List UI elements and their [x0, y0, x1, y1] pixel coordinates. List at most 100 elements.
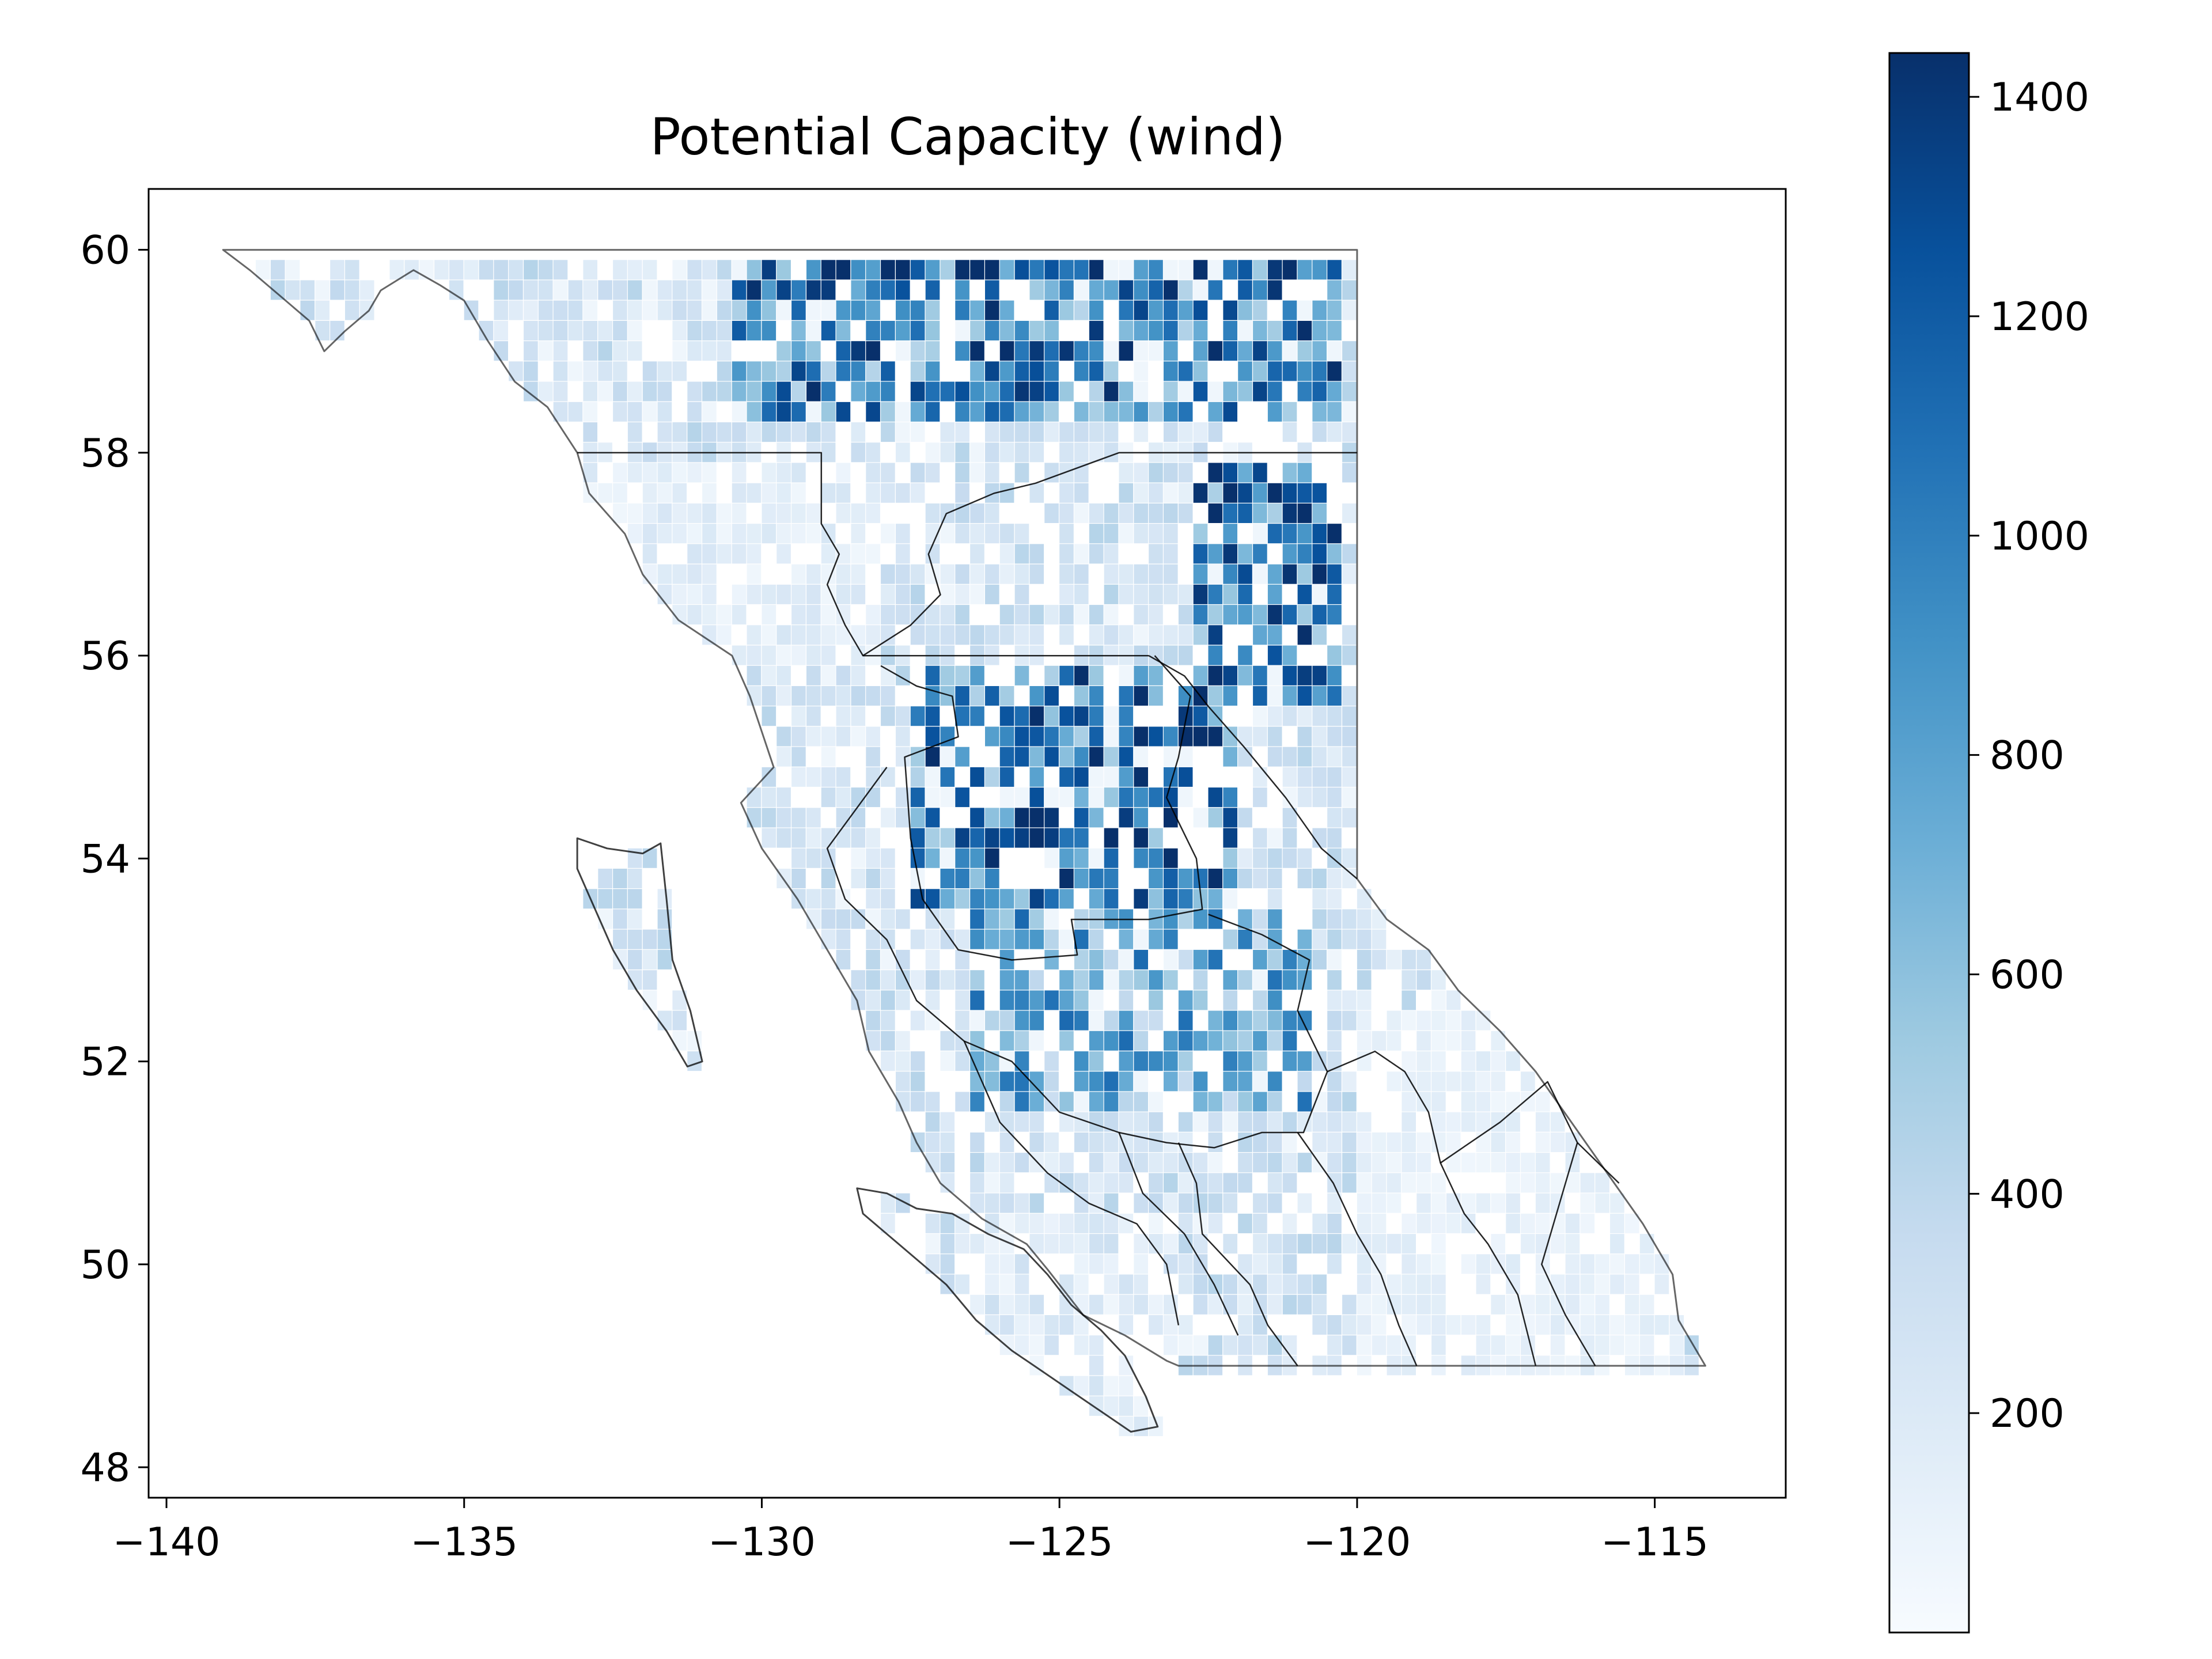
grid-cell [1253, 300, 1267, 320]
grid-cell [1342, 1153, 1357, 1173]
grid-cell [1506, 1173, 1520, 1193]
grid-cell [1119, 280, 1134, 300]
grid-cell [1193, 909, 1208, 929]
grid-cell [985, 300, 999, 320]
grid-cell [642, 564, 657, 584]
grid-cell [866, 869, 880, 888]
grid-cell [1461, 1051, 1476, 1071]
grid-cell [806, 402, 821, 422]
grid-cell [940, 1132, 955, 1152]
grid-cell [747, 280, 762, 300]
grid-cell [642, 280, 657, 300]
grid-cell [1402, 949, 1416, 969]
grid-cell [1089, 787, 1104, 808]
grid-cell [985, 1254, 999, 1274]
grid-cell [1014, 1071, 1029, 1092]
grid-cell [404, 260, 419, 280]
grid-cell [851, 544, 866, 564]
grid-cell [1223, 260, 1237, 280]
grid-cell [881, 970, 895, 990]
grid-cell [1491, 1092, 1505, 1112]
grid-cell [1327, 1315, 1342, 1335]
grid-cell [1059, 300, 1074, 320]
grid-cell [777, 422, 791, 442]
grid-cell [925, 544, 940, 564]
grid-cell [1282, 747, 1297, 767]
grid-cell [627, 869, 642, 888]
grid-cell [999, 361, 1014, 381]
grid-cell [1267, 1335, 1282, 1355]
grid-cell [330, 260, 344, 280]
grid-cell [910, 970, 925, 990]
grid-cell [702, 321, 717, 340]
grid-cell [970, 524, 984, 544]
grid-cell [1312, 524, 1327, 544]
grid-cell [1119, 1315, 1134, 1335]
grid-cell [1476, 1254, 1491, 1274]
grid-cell [1119, 665, 1134, 685]
grid-cell [1119, 1376, 1134, 1396]
grid-cell [985, 828, 999, 848]
colorbar-tick-label: 400 [1990, 1172, 2065, 1217]
grid-cell [1431, 1112, 1446, 1132]
grid-cell [940, 524, 955, 544]
grid-cell [1327, 300, 1342, 320]
grid-cell [866, 321, 880, 340]
grid-cell [1208, 1193, 1223, 1213]
grid-cell [970, 625, 984, 645]
grid-cell [1089, 1112, 1104, 1132]
grid-cell [1059, 483, 1074, 503]
grid-cell [702, 483, 717, 503]
grid-cell [999, 706, 1014, 726]
grid-cell [1223, 463, 1237, 483]
grid-cell [1372, 929, 1387, 949]
grid-cell [806, 260, 821, 280]
grid-cell [717, 260, 732, 280]
chart-title: Potential Capacity (wind) [650, 107, 1286, 166]
grid-cell [1059, 929, 1074, 949]
grid-cell [1149, 990, 1163, 1010]
grid-cell [1164, 808, 1178, 828]
grid-cell [509, 260, 523, 280]
grid-cell [1327, 1173, 1342, 1193]
grid-cell [1491, 1294, 1505, 1315]
grid-cell [910, 1092, 925, 1112]
grid-cell [1029, 1335, 1044, 1355]
district-boundary [577, 452, 1149, 657]
grid-cell [1461, 1112, 1476, 1132]
grid-cell [806, 808, 821, 828]
grid-cell [1119, 787, 1134, 808]
grid-cell [925, 787, 940, 808]
grid-cell [985, 361, 999, 381]
grid-cell [955, 422, 969, 442]
grid-cell [1059, 524, 1074, 544]
grid-cell [1521, 1213, 1535, 1233]
grid-cell [1253, 1071, 1267, 1092]
grid-cell [1431, 1071, 1446, 1092]
grid-cell [1193, 990, 1208, 1010]
grid-cell [999, 442, 1014, 463]
grid-cell [940, 848, 955, 868]
grid-cell [1267, 848, 1282, 868]
grid-cell [1104, 869, 1119, 888]
grid-cell [1178, 1254, 1193, 1274]
grid-cell [1178, 1051, 1193, 1071]
grid-cell [1267, 686, 1282, 706]
grid-cell [1149, 929, 1163, 949]
grid-cell [1372, 1234, 1387, 1254]
grid-cell [1461, 1153, 1476, 1173]
grid-cell [1357, 909, 1372, 929]
grid-cell [1669, 1335, 1684, 1355]
grid-cell [1178, 584, 1193, 604]
grid-cell [494, 300, 508, 320]
grid-cell [642, 970, 657, 990]
grid-cell [1074, 361, 1089, 381]
grid-cell [1164, 787, 1178, 808]
grid-cell [1282, 828, 1297, 848]
grid-cell [925, 300, 940, 320]
grid-cell [999, 1193, 1014, 1213]
grid-cell [1387, 1274, 1402, 1294]
grid-cell [1164, 747, 1178, 767]
grid-cell [1208, 1092, 1223, 1112]
grid-cell [1014, 1254, 1029, 1274]
